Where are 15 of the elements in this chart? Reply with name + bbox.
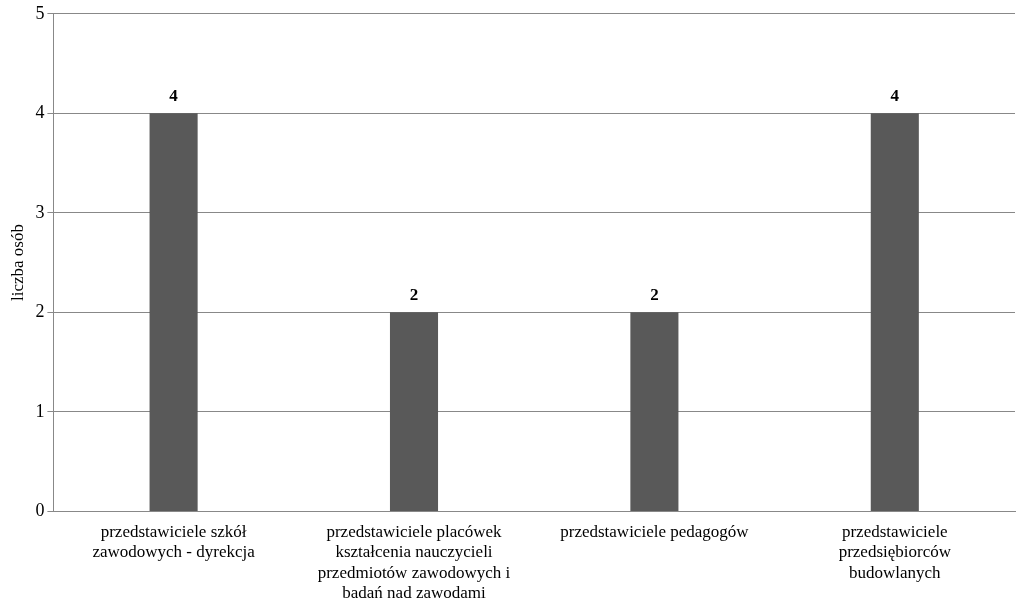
- x-tick-label: przedstawiciele szkół zawodowych - dyrekcja: [92, 522, 256, 562]
- y-tick-label: 4: [35, 102, 45, 123]
- data-label: 4: [890, 86, 900, 106]
- y-tick-label: 5: [35, 2, 45, 23]
- x-tick-label: przedstawiciele przedsiębiorców budowlanych: [838, 522, 952, 582]
- y-tick-label: 0: [35, 500, 45, 521]
- x-tick-label: przedstawiciele placówek kształcenia nauczycieli przedmiotów zawodowych i badań nad zawodami: [317, 522, 511, 603]
- data-label: 2: [650, 285, 659, 305]
- data-label: 4: [169, 86, 179, 106]
- data-label: 2: [409, 285, 419, 305]
- y-tick-label: 3: [35, 201, 45, 222]
- x-tick-label: przedstawiciele pedagogów: [560, 522, 750, 542]
- y-tick-label: 1: [35, 400, 45, 421]
- y-axis-title: liczba osób: [7, 224, 27, 302]
- y-tick-label: 2: [35, 301, 45, 322]
